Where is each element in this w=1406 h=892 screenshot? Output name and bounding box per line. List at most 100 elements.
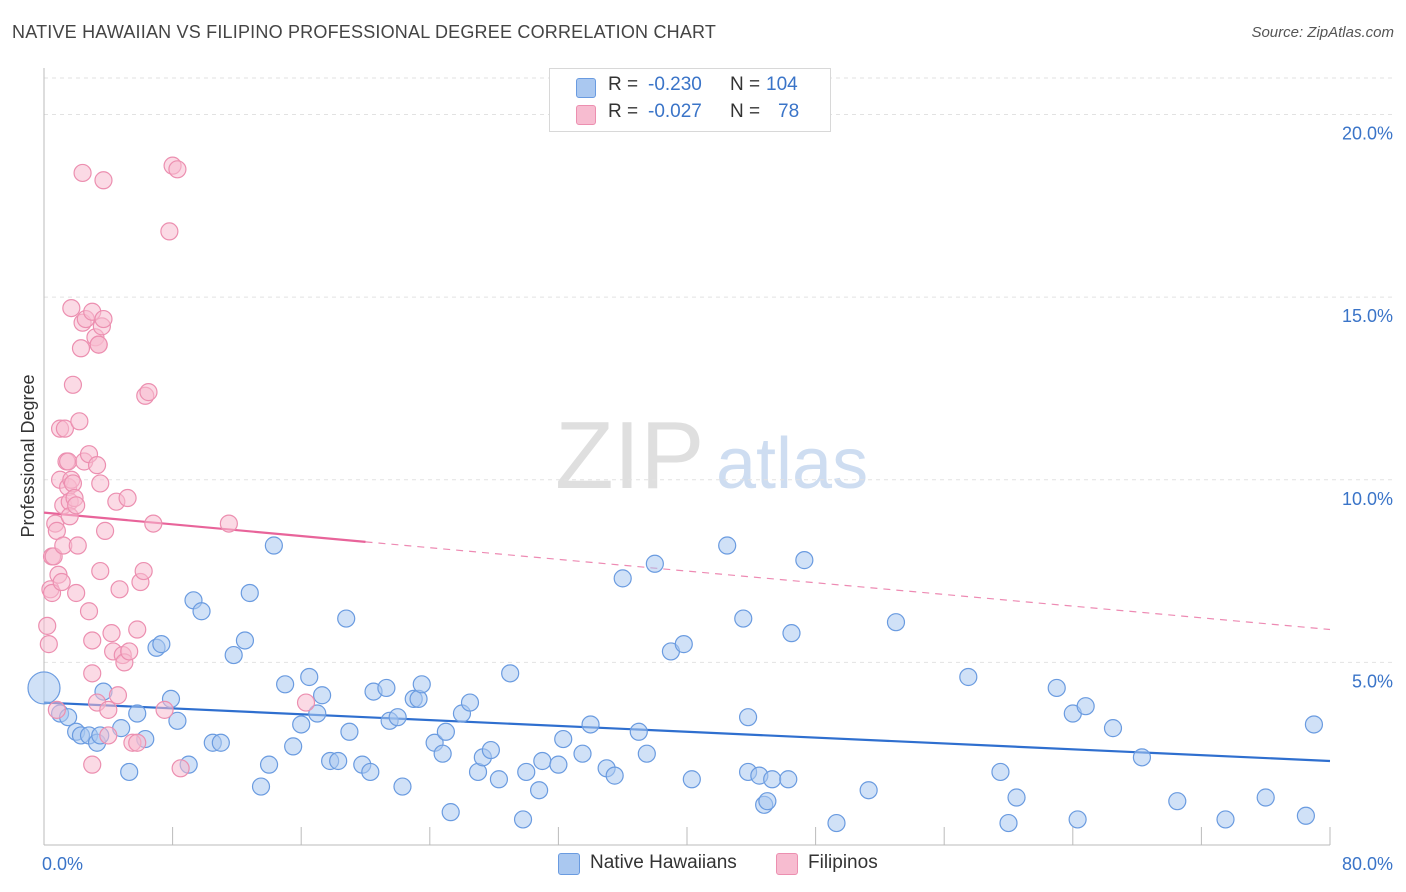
legend-swatch-filipinos xyxy=(576,105,596,125)
data-point xyxy=(1068,810,1087,829)
data-point xyxy=(110,580,129,599)
data-point xyxy=(549,755,568,774)
series-points-filipinos xyxy=(38,156,316,778)
data-point xyxy=(779,770,798,789)
data-point xyxy=(52,572,71,592)
data-point xyxy=(192,602,211,621)
data-point xyxy=(859,781,878,800)
data-point xyxy=(91,474,110,493)
y-tick-label: 10.0% xyxy=(1342,489,1393,509)
data-point xyxy=(120,762,139,782)
data-point xyxy=(108,686,128,705)
trend-line-native-hawaiians xyxy=(43,701,1331,763)
data-point xyxy=(63,375,83,394)
data-point xyxy=(1007,788,1026,807)
data-point xyxy=(1132,748,1152,767)
data-point xyxy=(296,693,316,712)
data-point xyxy=(38,616,57,635)
data-point xyxy=(240,583,259,603)
data-point xyxy=(39,635,58,654)
data-point xyxy=(433,744,452,763)
data-point xyxy=(128,620,147,639)
y-tick-label: 15.0% xyxy=(1342,306,1393,326)
n-label: N = xyxy=(730,101,761,122)
data-point xyxy=(27,671,61,705)
data-point xyxy=(47,700,66,719)
data-point xyxy=(219,514,238,533)
data-point xyxy=(224,645,243,665)
data-point xyxy=(1168,792,1187,811)
data-point xyxy=(436,722,455,741)
data-point xyxy=(102,624,121,643)
data-point xyxy=(613,569,632,588)
data-point xyxy=(441,803,460,822)
data-point xyxy=(734,609,753,628)
data-point xyxy=(94,171,113,190)
data-point xyxy=(1076,697,1095,716)
data-point xyxy=(67,496,86,515)
stats-legend: R = -0.230 N = 104 R = -0.027 N = 78 xyxy=(549,68,831,132)
r-value: -0.027 xyxy=(648,101,702,122)
data-point xyxy=(513,810,533,829)
x-tick-label-max: 80.0% xyxy=(1342,854,1393,874)
data-point xyxy=(581,715,600,734)
data-point xyxy=(329,751,348,771)
data-point xyxy=(999,813,1018,833)
data-point xyxy=(637,744,656,763)
data-point xyxy=(718,536,737,555)
r-label: R = xyxy=(608,101,639,122)
data-point xyxy=(738,708,758,727)
data-point xyxy=(554,729,573,749)
data-point xyxy=(758,792,777,811)
data-point xyxy=(377,678,396,698)
data-point xyxy=(83,664,102,683)
data-point xyxy=(235,631,255,650)
data-point xyxy=(795,551,814,570)
data-point xyxy=(489,770,509,789)
n-label: N = xyxy=(730,74,761,95)
legend-label: Filipinos xyxy=(808,852,878,873)
data-point xyxy=(55,419,74,438)
y-tick-label: 20.0% xyxy=(1342,124,1393,144)
data-point xyxy=(674,635,693,654)
data-point xyxy=(605,766,624,785)
data-point xyxy=(251,777,271,796)
data-point xyxy=(308,704,327,723)
data-point xyxy=(886,613,906,632)
r-value: -0.230 xyxy=(648,74,702,95)
axis-labels: 5.0% 10.0% 15.0% 20.0% 0.0% 80.0% Professional… xyxy=(18,124,1393,874)
data-point xyxy=(573,744,592,763)
data-point xyxy=(284,737,303,756)
series-points-native-hawaiians xyxy=(27,536,1324,833)
data-point xyxy=(827,813,846,833)
data-point xyxy=(300,667,319,687)
chart-source: Source: ZipAtlas.com xyxy=(1251,24,1394,41)
watermark-atlas: atlas xyxy=(716,424,868,504)
data-point xyxy=(160,222,179,241)
data-point xyxy=(71,339,91,358)
data-point xyxy=(139,383,158,402)
chart-title: NATIVE HAWAIIAN VS FILIPINO PROFESSIONAL… xyxy=(12,22,717,42)
data-point xyxy=(168,160,187,179)
data-point xyxy=(763,770,782,789)
data-point xyxy=(1304,715,1324,734)
r-label: R = xyxy=(608,74,639,95)
data-point xyxy=(89,335,108,354)
data-points xyxy=(27,156,1324,833)
data-point xyxy=(134,561,153,581)
series-legend: Native Hawaiians Filipinos xyxy=(0,850,1406,880)
data-point xyxy=(991,762,1010,782)
data-point xyxy=(1216,810,1235,829)
data-point xyxy=(361,762,380,782)
data-point xyxy=(312,686,332,705)
data-point xyxy=(1047,678,1066,698)
data-point xyxy=(292,715,311,734)
data-point xyxy=(481,740,500,760)
data-point xyxy=(68,536,87,555)
data-point xyxy=(959,667,978,687)
data-point xyxy=(412,675,431,694)
n-value: 104 xyxy=(766,74,798,95)
data-point xyxy=(393,777,412,796)
data-point xyxy=(533,751,552,771)
data-point xyxy=(171,759,190,778)
